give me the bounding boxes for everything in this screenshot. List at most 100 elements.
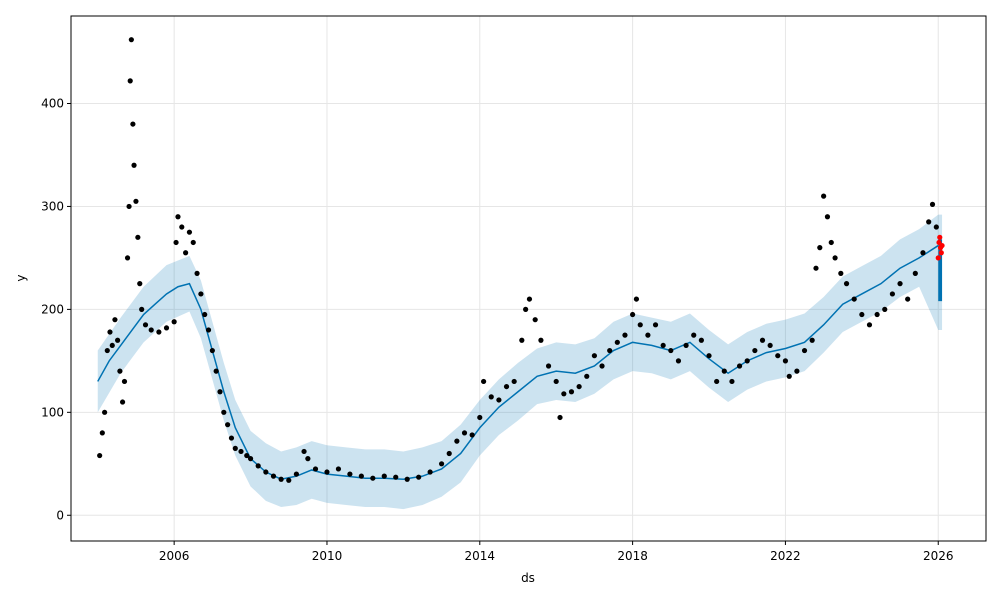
- observed-point: [706, 353, 712, 359]
- observed-point: [171, 319, 177, 325]
- observed-point: [828, 239, 834, 246]
- observed-point: [461, 430, 468, 436]
- y-tick-label: 200: [41, 302, 64, 316]
- observed-point: [130, 121, 136, 127]
- observed-point: [142, 322, 149, 328]
- observed-point: [675, 358, 682, 364]
- observed-point: [446, 450, 452, 457]
- observed-point: [561, 391, 567, 397]
- observed-point: [255, 463, 261, 469]
- observed-point: [614, 339, 620, 345]
- observed-point: [286, 477, 292, 483]
- observed-point: [135, 234, 141, 240]
- observed-point: [630, 311, 636, 318]
- observed-point: [217, 389, 223, 395]
- y-tick-label: 300: [41, 199, 64, 213]
- observed-point: [175, 214, 181, 220]
- observed-point: [568, 389, 575, 395]
- observed-point: [156, 329, 162, 335]
- observed-point: [488, 394, 494, 400]
- recent-actual-point: [939, 242, 945, 249]
- observed-point: [782, 358, 789, 364]
- observed-point: [821, 193, 827, 199]
- observed-point: [213, 368, 219, 374]
- observed-point: [119, 399, 126, 405]
- uncertainty-band: [97, 214, 943, 510]
- observed-point: [824, 214, 831, 220]
- observed-point: [767, 342, 773, 349]
- recent-actual-point: [937, 234, 943, 240]
- x-tick-label: 2022: [770, 549, 801, 563]
- observed-point: [305, 456, 311, 462]
- observed-point: [427, 469, 433, 475]
- x-axis-label: ds: [521, 571, 535, 585]
- observed-point: [198, 291, 204, 297]
- observed-point: [729, 378, 735, 385]
- observed-point: [163, 325, 170, 331]
- observed-point: [889, 291, 895, 297]
- observed-point: [503, 383, 510, 390]
- x-tick-label: 2014: [465, 549, 496, 563]
- observed-point: [228, 435, 235, 441]
- recent-actual-point: [938, 250, 944, 256]
- observed-point: [97, 452, 103, 459]
- observed-point: [127, 78, 133, 84]
- forecast-vertical-band: [938, 239, 943, 302]
- observed-point: [121, 378, 128, 385]
- observed-point: [668, 347, 674, 354]
- observed-point: [126, 203, 132, 210]
- observed-point: [137, 281, 143, 287]
- observed-point: [186, 229, 193, 235]
- observed-point: [801, 347, 808, 354]
- observed-point: [652, 322, 659, 328]
- observed-point: [179, 224, 185, 230]
- observed-point: [128, 37, 134, 43]
- forecast-line: [97, 244, 939, 481]
- observed-point: [107, 329, 113, 335]
- observed-point: [794, 368, 800, 374]
- observed-point: [131, 162, 137, 168]
- observed-point: [173, 239, 179, 246]
- observed-point: [538, 337, 544, 343]
- observed-point: [599, 363, 605, 369]
- forecast-layer: [97, 239, 943, 481]
- y-tick-label: 400: [41, 97, 64, 111]
- observed-point: [301, 448, 307, 455]
- observed-point: [759, 337, 766, 343]
- observed-point: [897, 281, 903, 287]
- observed-point: [104, 347, 110, 354]
- observed-point: [683, 342, 689, 349]
- observed-point: [926, 219, 932, 225]
- observed-point: [607, 347, 613, 354]
- observed-point: [744, 358, 750, 364]
- observed-point: [721, 368, 727, 374]
- observed-point: [637, 322, 643, 328]
- observed-point: [786, 373, 792, 379]
- observed-point: [591, 353, 598, 359]
- observed-point: [370, 475, 376, 481]
- observed-point: [244, 452, 250, 459]
- observed-point: [148, 327, 154, 333]
- observed-point: [843, 281, 850, 287]
- observed-point: [102, 409, 108, 415]
- observed-points-layer: [97, 37, 939, 483]
- observed-point: [660, 342, 666, 349]
- observed-point: [238, 448, 244, 455]
- observed-point: [109, 342, 115, 349]
- observed-point: [866, 322, 873, 328]
- observed-point: [882, 306, 888, 312]
- observed-point: [519, 337, 525, 343]
- observed-point: [633, 296, 640, 302]
- observed-point: [698, 337, 704, 343]
- observed-point: [133, 198, 139, 204]
- y-tick-label: 100: [41, 405, 64, 419]
- observed-point: [576, 383, 582, 390]
- observed-point: [347, 471, 353, 477]
- observed-point: [933, 224, 939, 230]
- observed-point: [532, 317, 538, 323]
- observed-point: [194, 270, 200, 276]
- observed-point: [645, 332, 651, 338]
- observed-point: [112, 317, 118, 323]
- x-tick-label: 2018: [617, 549, 648, 563]
